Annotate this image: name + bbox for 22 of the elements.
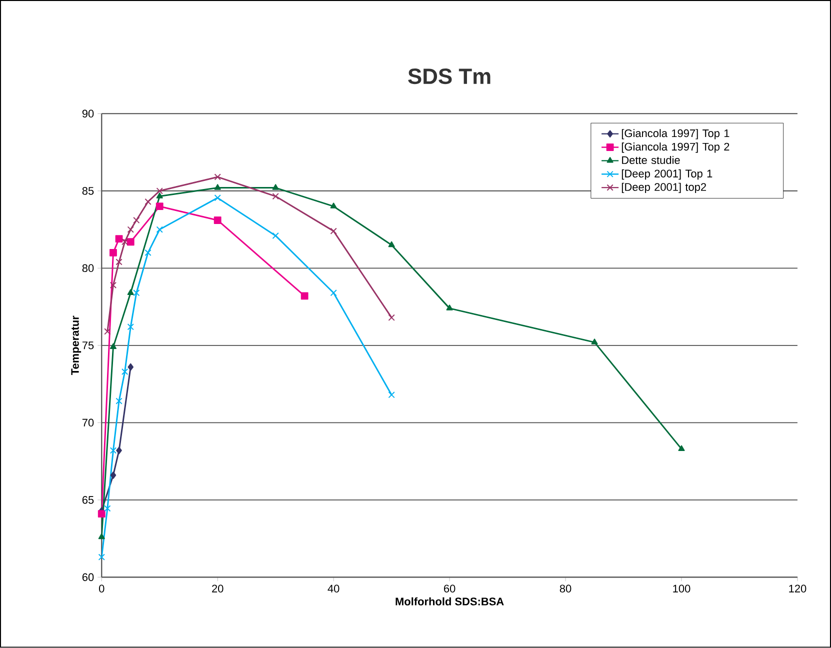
- y-tick-label: 70: [82, 418, 94, 427]
- y-tick-label: 90: [82, 110, 94, 118]
- x-tick-label: 100: [673, 584, 690, 593]
- x-tick-label: 0: [99, 584, 104, 593]
- x-tick-label: 20: [212, 584, 224, 593]
- x-tick-label: 120: [789, 584, 806, 593]
- legend-label: [Deep 2001] top2: [622, 182, 706, 194]
- legend-label: [Giancola 1997] Top 2: [622, 142, 730, 153]
- x-axis-title: Molforhold SDS:BSA: [396, 597, 504, 606]
- y-tick-label: 65: [82, 496, 94, 504]
- chart-title: SDS Tm: [408, 68, 490, 84]
- y-tick-label: 80: [82, 264, 94, 272]
- y-axis-title: Temperatur: [71, 316, 82, 376]
- y-tick-label: 85: [82, 187, 94, 195]
- legend-label: [Deep 2001] Top 1: [622, 170, 712, 180]
- y-tick-label: 75: [82, 342, 94, 350]
- y-tick-label: 60: [82, 573, 94, 582]
- legend-label: [Giancola 1997] Top 1: [622, 129, 730, 140]
- x-tick-label: 80: [560, 584, 572, 593]
- x-tick-label: 60: [444, 584, 456, 593]
- x-tick-label: 40: [328, 584, 340, 593]
- legend-label: Dette studie: [622, 156, 680, 164]
